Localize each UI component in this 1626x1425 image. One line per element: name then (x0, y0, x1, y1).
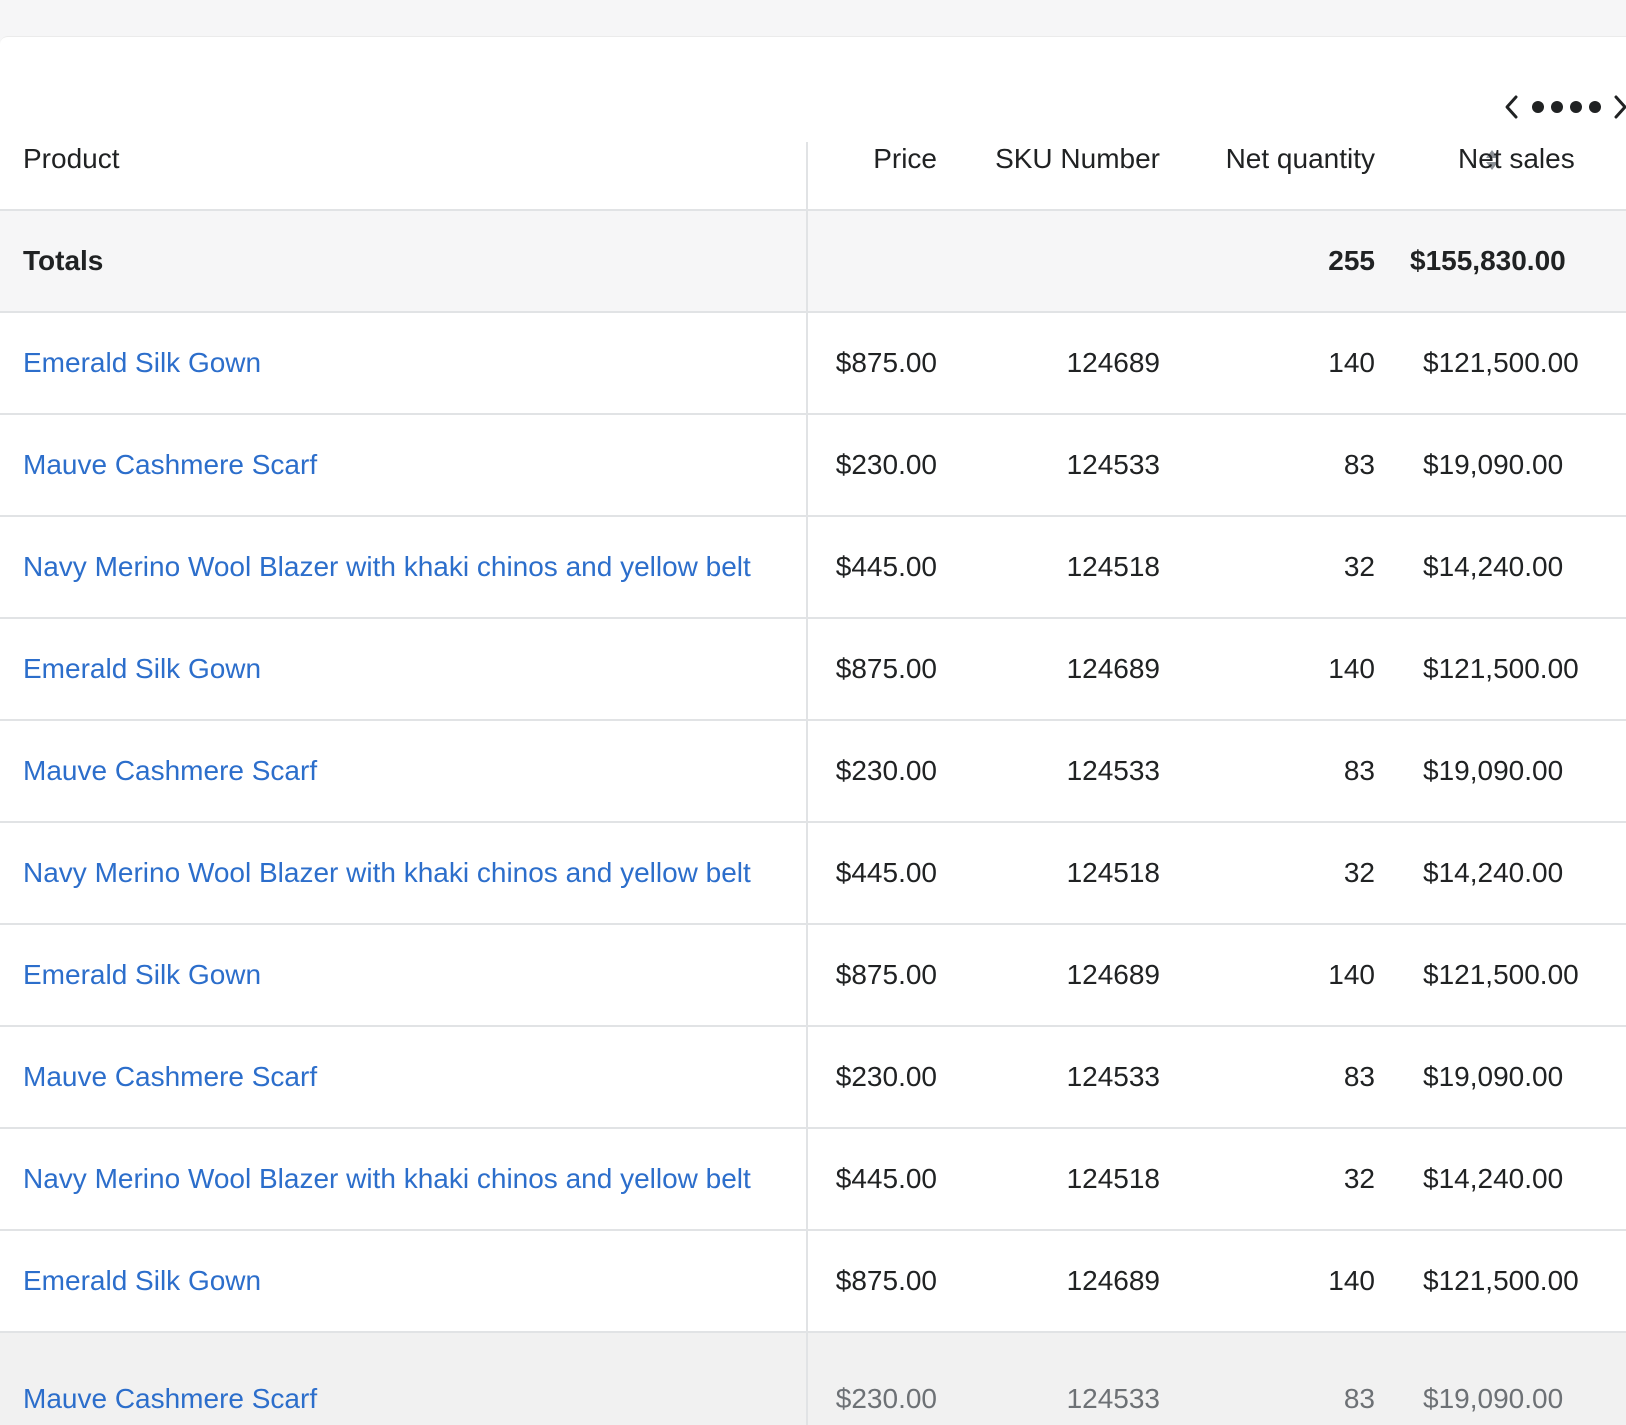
next-columns-button[interactable] (1608, 87, 1626, 127)
table-row: Emerald Silk Gown $875.00 124689 140 $12… (0, 925, 1626, 1027)
price-cell: $230.00 (835, 755, 937, 786)
price-cell: $230.00 (835, 1061, 937, 1092)
product-link[interactable]: Mauve Cashmere Scarf (23, 1383, 318, 1414)
price-cell: $875.00 (835, 1265, 937, 1296)
price-cell: $230.00 (835, 1383, 937, 1414)
sku-cell: 124533 (1066, 1061, 1160, 1092)
pagination-dots (1532, 101, 1608, 113)
product-link[interactable]: Emerald Silk Gown (23, 1265, 262, 1296)
net-sales-cell: $14,240.00 (1423, 551, 1564, 582)
net-sales-cell: $14,240.00 (1423, 1163, 1564, 1194)
net-quantity-cell: 83 (1343, 1383, 1375, 1414)
sku-cell: 124518 (1066, 551, 1160, 582)
table-row: Navy Merino Wool Blazer with khaki chino… (0, 1129, 1626, 1231)
net-quantity-cell: 32 (1343, 1163, 1375, 1194)
table-row: Mauve Cashmere Scarf $230.00 124533 83 $… (0, 1333, 1626, 1425)
net-sales-cell: $19,090.00 (1423, 755, 1564, 786)
previous-columns-button[interactable] (1500, 87, 1524, 127)
pagination-dot[interactable] (1570, 101, 1582, 113)
column-header-net-quantity: Net quantity (1225, 143, 1375, 174)
product-link[interactable]: Mauve Cashmere Scarf (23, 1061, 318, 1092)
table-row: Navy Merino Wool Blazer with khaki chino… (0, 517, 1626, 619)
product-link[interactable]: Emerald Silk Gown (23, 653, 262, 684)
net-quantity-cell: 32 (1343, 551, 1375, 582)
price-cell: $445.00 (835, 1163, 937, 1194)
sort-icon[interactable] (1485, 147, 1499, 173)
product-link[interactable]: Navy Merino Wool Blazer with khaki chino… (23, 857, 751, 888)
totals-net-sales: $155,830.00 (1410, 245, 1566, 276)
table-row: Emerald Silk Gown $875.00 124689 140 $12… (0, 619, 1626, 721)
totals-net-quantity: 255 (1328, 245, 1375, 276)
net-quantity-cell: 83 (1343, 755, 1375, 786)
net-quantity-cell: 83 (1343, 449, 1375, 480)
totals-row: Totals 255 $155,830.00 (0, 211, 1626, 313)
chevron-left-icon (1505, 95, 1518, 119)
sku-cell: 124533 (1066, 449, 1160, 480)
price-cell: $875.00 (835, 653, 937, 684)
net-quantity-cell: 83 (1343, 1061, 1375, 1092)
table-row: Mauve Cashmere Scarf $230.00 124533 83 $… (0, 415, 1626, 517)
sku-cell: 124518 (1066, 857, 1160, 888)
table-header-row: Product Price SKU Number Net quantity Ne… (0, 109, 1626, 211)
sku-cell: 124533 (1066, 755, 1160, 786)
net-quantity-cell: 140 (1328, 1265, 1375, 1296)
net-quantity-cell: 140 (1328, 347, 1375, 378)
pagination-dot[interactable] (1551, 101, 1563, 113)
net-sales-cell: $19,090.00 (1423, 1061, 1564, 1092)
product-link[interactable]: Mauve Cashmere Scarf (23, 755, 318, 786)
product-link[interactable]: Mauve Cashmere Scarf (23, 449, 318, 480)
price-cell: $445.00 (835, 551, 937, 582)
product-link[interactable]: Emerald Silk Gown (23, 959, 262, 990)
column-header-net-sales[interactable]: Net sales (1458, 143, 1575, 174)
net-quantity-cell: 140 (1328, 653, 1375, 684)
table-row: Mauve Cashmere Scarf $230.00 124533 83 $… (0, 721, 1626, 823)
table-row: Emerald Silk Gown $875.00 124689 140 $12… (0, 313, 1626, 415)
sku-cell: 124689 (1066, 653, 1160, 684)
sku-cell: 124518 (1066, 1163, 1160, 1194)
chevron-right-icon (1614, 95, 1626, 119)
pagination-dot[interactable] (1589, 101, 1601, 113)
product-link[interactable]: Emerald Silk Gown (23, 347, 262, 378)
product-link[interactable]: Navy Merino Wool Blazer with khaki chino… (23, 1163, 751, 1194)
sales-table: Product Price SKU Number Net quantity Ne… (0, 109, 1626, 1425)
net-sales-cell: $19,090.00 (1423, 449, 1564, 480)
net-sales-cell: $121,500.00 (1423, 1265, 1579, 1296)
totals-label: Totals (23, 245, 104, 276)
net-sales-cell: $121,500.00 (1423, 653, 1579, 684)
net-sales-cell: $14,240.00 (1423, 857, 1564, 888)
price-cell: $875.00 (835, 347, 937, 378)
net-sales-cell: $121,500.00 (1423, 959, 1579, 990)
sku-cell: 124689 (1066, 1265, 1160, 1296)
net-sales-cell: $121,500.00 (1423, 347, 1579, 378)
column-pagination (1500, 87, 1626, 127)
price-cell: $445.00 (835, 857, 937, 888)
product-link[interactable]: Navy Merino Wool Blazer with khaki chino… (23, 551, 751, 582)
net-quantity-cell: 32 (1343, 857, 1375, 888)
price-cell: $875.00 (835, 959, 937, 990)
sku-cell: 124533 (1066, 1383, 1160, 1414)
column-header-sku: SKU Number (995, 143, 1160, 174)
report-card: Product Price SKU Number Net quantity Ne… (0, 36, 1626, 1425)
net-quantity-cell: 140 (1328, 959, 1375, 990)
column-header-product: Product (23, 143, 120, 174)
table-row: Emerald Silk Gown $875.00 124689 140 $12… (0, 1231, 1626, 1333)
price-cell: $230.00 (835, 449, 937, 480)
net-sales-cell: $19,090.00 (1423, 1383, 1564, 1414)
sku-cell: 124689 (1066, 347, 1160, 378)
column-header-price: Price (873, 143, 937, 174)
pagination-dot[interactable] (1532, 101, 1544, 113)
table-row: Mauve Cashmere Scarf $230.00 124533 83 $… (0, 1027, 1626, 1129)
frozen-column-divider (806, 142, 808, 1425)
sku-cell: 124689 (1066, 959, 1160, 990)
table-row: Navy Merino Wool Blazer with khaki chino… (0, 823, 1626, 925)
